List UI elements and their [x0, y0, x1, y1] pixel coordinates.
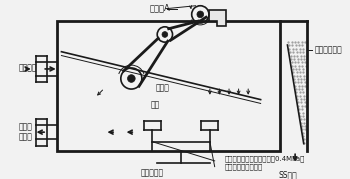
Text: 出　口: 出 口: [19, 132, 33, 141]
Bar: [57, 21, 280, 151]
Text: 原水入口: 原水入口: [19, 64, 37, 72]
Circle shape: [162, 32, 168, 37]
Circle shape: [197, 11, 204, 18]
Text: （停止時のみ逆洗）: （停止時のみ逆洗）: [224, 163, 262, 170]
Text: 処理水: 処理水: [19, 122, 33, 131]
Text: SS排出: SS排出: [278, 171, 297, 179]
Text: 排出シュート: 排出シュート: [314, 45, 342, 54]
Text: 金網: 金網: [150, 101, 160, 110]
Text: 電動機A: 電動機A: [150, 3, 170, 12]
Text: 洗浄水入口: 洗浄水入口: [141, 168, 164, 177]
Circle shape: [127, 75, 135, 82]
Text: 振動軸: 振動軸: [155, 84, 169, 93]
Polygon shape: [209, 10, 226, 26]
Text: スプレーノズル（使用圧力0.4MPa）: スプレーノズル（使用圧力0.4MPa）: [224, 156, 304, 162]
